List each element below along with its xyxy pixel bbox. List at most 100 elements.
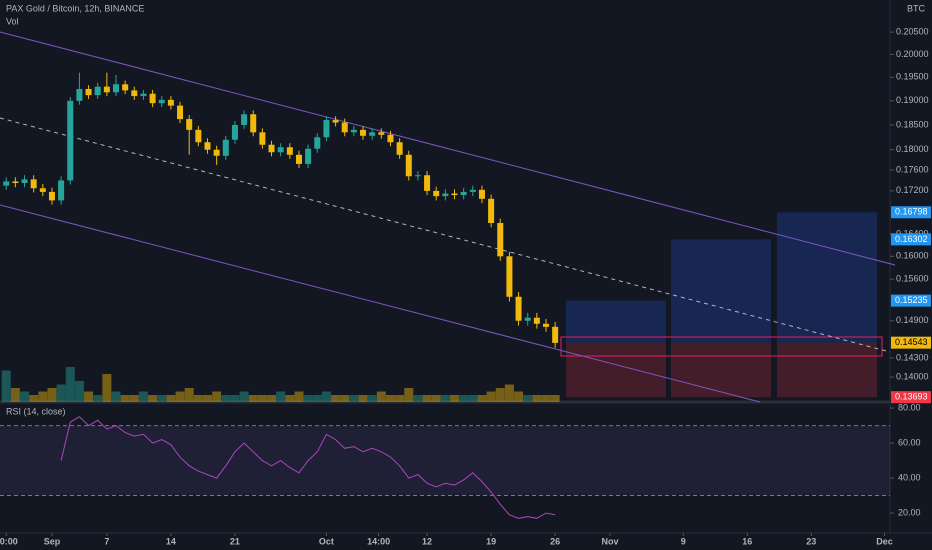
candle-body bbox=[360, 129, 367, 136]
volume-bar bbox=[468, 395, 478, 402]
candle-body bbox=[323, 120, 330, 138]
y-tick-label: 0.14000 bbox=[896, 371, 929, 381]
volume-bar bbox=[541, 395, 551, 402]
y-tick-label: 0.18000 bbox=[896, 144, 929, 154]
x-tick-label: 7 bbox=[104, 536, 109, 546]
volume-bar bbox=[20, 391, 30, 402]
rsi-tick-label: 80.00 bbox=[898, 402, 921, 412]
candle-body bbox=[478, 189, 485, 199]
y-tick-label: 0.19500 bbox=[896, 72, 929, 82]
y-tick-label: 0.14300 bbox=[896, 352, 929, 362]
volume-bar bbox=[532, 395, 542, 402]
volume-bar bbox=[129, 395, 139, 402]
y-tick-label: 0.16000 bbox=[896, 251, 929, 261]
candle-body bbox=[305, 148, 312, 164]
chart-title: PAX Gold / Bitcoin, 12h, BINANCE bbox=[6, 3, 144, 13]
candle-body bbox=[515, 296, 522, 321]
volume-bar bbox=[276, 391, 286, 402]
volume-bar bbox=[65, 367, 75, 402]
currency-label: BTC bbox=[907, 3, 926, 13]
volume-bar bbox=[74, 381, 84, 402]
volume-bar bbox=[486, 391, 496, 402]
candle-body bbox=[3, 181, 10, 186]
price-label-bg bbox=[891, 294, 931, 307]
candle-body bbox=[167, 99, 174, 106]
price-label: 0.16302 bbox=[895, 234, 928, 244]
candle-body bbox=[48, 191, 55, 201]
volume-bar bbox=[102, 374, 112, 402]
candle-body bbox=[332, 120, 339, 123]
volume-bar bbox=[267, 395, 277, 402]
target-zone bbox=[777, 212, 877, 343]
candle-body bbox=[259, 132, 266, 145]
candle-body bbox=[369, 132, 376, 136]
volume-bar bbox=[440, 395, 450, 402]
price-label-bg bbox=[891, 336, 931, 349]
volume-bar bbox=[431, 395, 441, 402]
candle-body bbox=[378, 132, 385, 135]
candle-body bbox=[131, 90, 138, 97]
candle-body bbox=[113, 84, 120, 93]
channel-upper bbox=[0, 31, 896, 266]
candle-body bbox=[488, 198, 495, 223]
candle-body bbox=[58, 180, 65, 201]
y-tick-label: 0.17600 bbox=[896, 164, 929, 174]
volume-bar bbox=[550, 395, 560, 402]
candle-body bbox=[286, 147, 293, 155]
volume-bar bbox=[413, 395, 423, 402]
candle-body bbox=[497, 222, 504, 257]
y-tick-label: 0.18500 bbox=[896, 119, 929, 129]
stop-zone bbox=[671, 342, 771, 398]
volume-bar bbox=[285, 395, 295, 402]
stop-zone bbox=[566, 342, 666, 398]
volume-bar bbox=[523, 395, 533, 402]
candle-body bbox=[85, 88, 92, 96]
rsi-tick-label: 20.00 bbox=[898, 507, 921, 517]
candle-body bbox=[460, 191, 467, 196]
candle-body bbox=[424, 175, 431, 191]
candle-body bbox=[396, 142, 403, 155]
volume-bar bbox=[212, 391, 222, 402]
volume-bar bbox=[29, 395, 39, 402]
volume-bar bbox=[312, 395, 322, 402]
candle-body bbox=[295, 154, 302, 164]
volume-bar bbox=[349, 395, 359, 402]
volume-label: Vol bbox=[6, 16, 19, 26]
candle-body bbox=[277, 147, 284, 153]
candle-body bbox=[39, 188, 46, 192]
candle-body bbox=[140, 93, 147, 97]
volume-bar bbox=[303, 395, 313, 402]
channel-mid bbox=[0, 117, 891, 353]
candle-body bbox=[250, 114, 257, 133]
candle-body bbox=[524, 317, 531, 321]
volume-bar bbox=[230, 395, 240, 402]
volume-bar bbox=[10, 388, 20, 402]
price-label: 0.16798 bbox=[895, 207, 928, 217]
candle-body bbox=[387, 134, 394, 143]
x-tick-label: 23 bbox=[806, 536, 816, 546]
y-tick-label: 0.16400 bbox=[896, 228, 929, 238]
x-tick-label: Dec bbox=[876, 536, 893, 546]
candle-body bbox=[67, 100, 74, 181]
x-tick-label: Oct bbox=[319, 536, 334, 546]
volume-bar bbox=[376, 391, 386, 402]
candle-body bbox=[76, 88, 83, 101]
candle-body bbox=[469, 189, 476, 192]
x-tick-label: 12 bbox=[422, 536, 432, 546]
volume-bar bbox=[495, 388, 505, 402]
x-tick-label: 19 bbox=[486, 536, 496, 546]
candle-body bbox=[94, 86, 101, 96]
target-zone bbox=[671, 239, 771, 343]
volume-bar bbox=[404, 388, 414, 402]
candle-body bbox=[195, 129, 202, 143]
volume-bar bbox=[56, 384, 66, 402]
candle-body bbox=[158, 99, 165, 104]
price-label-bg bbox=[891, 206, 931, 219]
volume-bar bbox=[184, 388, 194, 402]
rsi-tick-label: 60.00 bbox=[898, 437, 921, 447]
target-zone bbox=[566, 300, 666, 343]
volume-bar bbox=[340, 395, 350, 402]
volume-bar bbox=[358, 395, 368, 402]
